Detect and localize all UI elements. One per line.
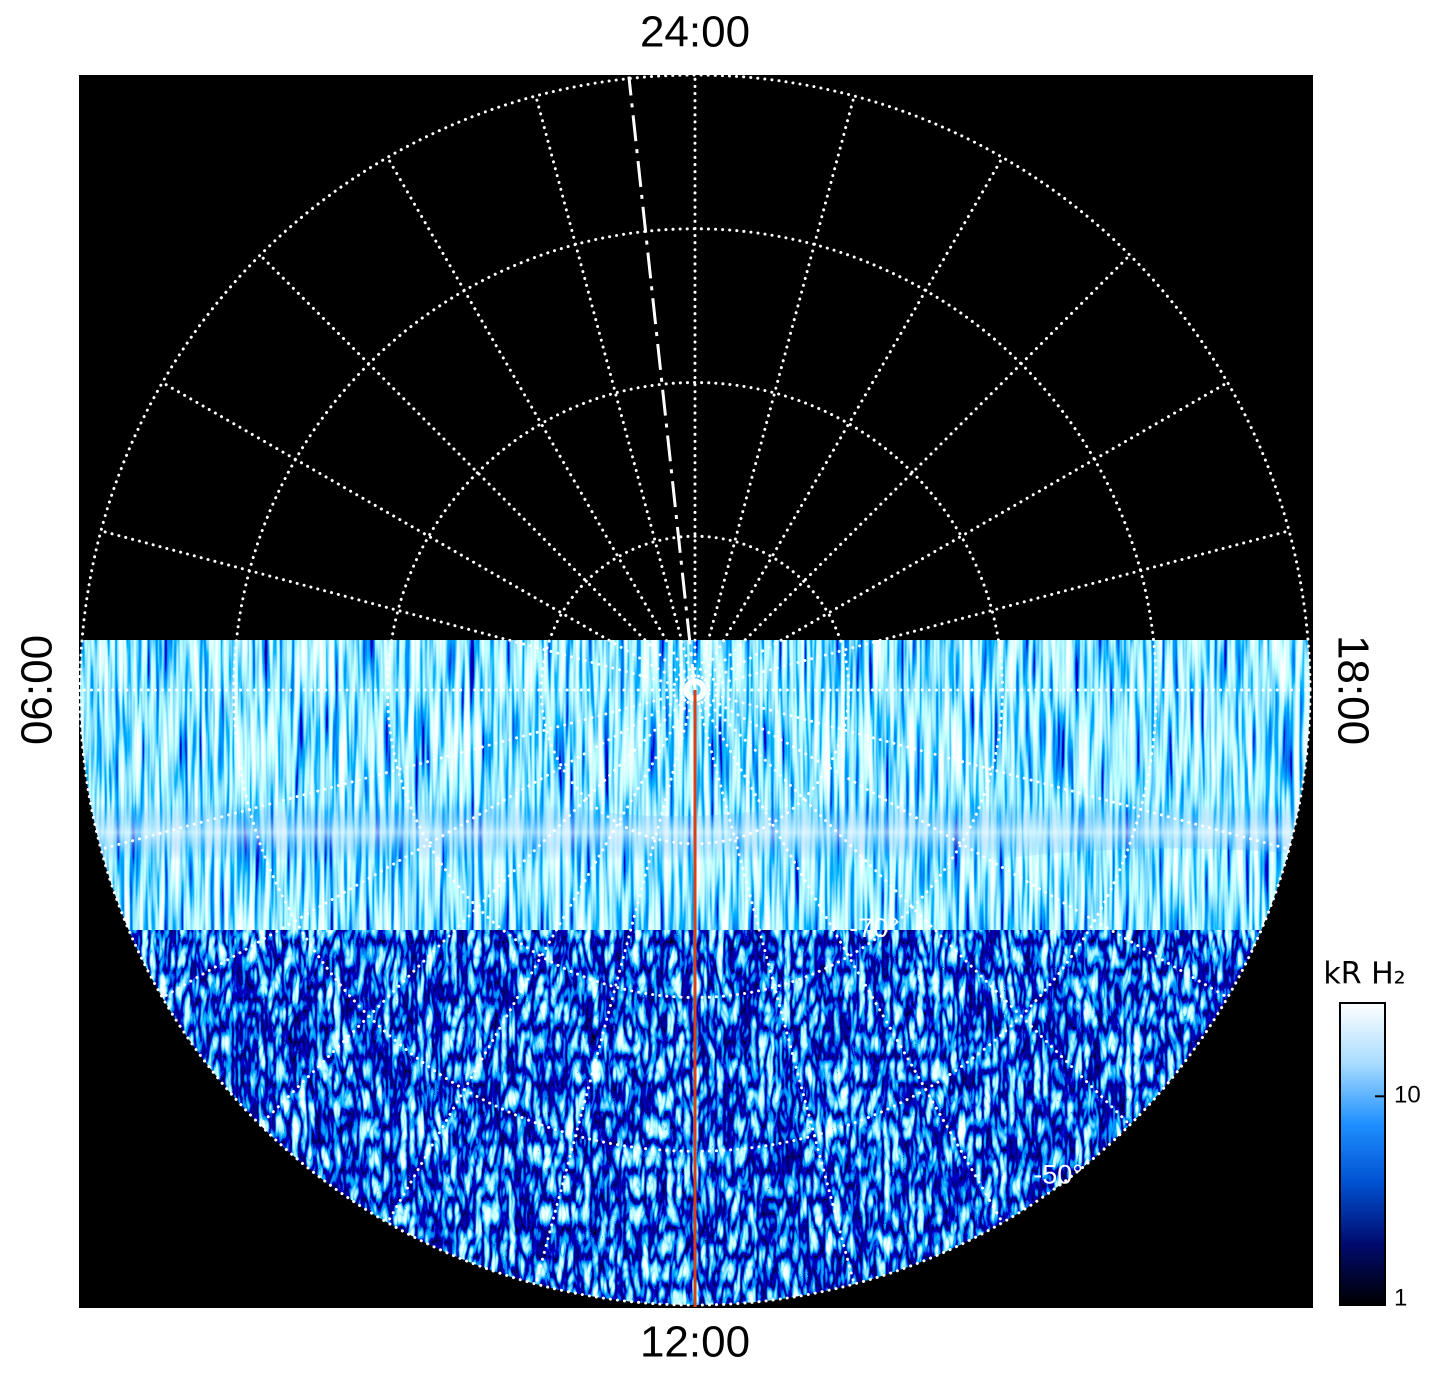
meridian-line (258, 253, 697, 692)
meridian-line (693, 688, 1132, 1127)
meridian-line (160, 688, 697, 999)
meridian-line (693, 253, 1132, 692)
colorbar-tick-label: 10 (1394, 1082, 1421, 1109)
meridian-line (693, 94, 856, 692)
hour-label: 24:00 (640, 8, 750, 57)
meridian-line (534, 94, 697, 692)
meridian-line (534, 688, 697, 1286)
meridian-line (99, 529, 697, 692)
latitude-label: -50° (1033, 1159, 1083, 1189)
latitude-label: -70° (849, 913, 899, 943)
meridian-line (160, 381, 697, 692)
meridian-line (693, 688, 1291, 851)
meridian-line (693, 381, 1230, 692)
colorbar (1339, 1002, 1386, 1306)
meridian-line (693, 155, 1004, 692)
colorbar-label: kR H₂ (1323, 957, 1405, 992)
meridian-line (386, 155, 697, 692)
meridian-marker (627, 76, 697, 691)
meridian-line (693, 688, 1004, 1225)
meridian-line (693, 688, 1230, 999)
hour-label: 12:00 (640, 1318, 750, 1367)
auroral-oval (80, 758, 1310, 907)
colorbar-tick-label: 1 (1394, 1284, 1407, 1311)
meridian-line (693, 529, 1291, 692)
meridian-line (693, 688, 856, 1286)
meridian-line (99, 688, 697, 851)
meridian-line (258, 688, 697, 1127)
hour-label: 18:00 (1328, 635, 1377, 745)
meridian-line (386, 688, 697, 1225)
hour-label: 06:00 (13, 635, 62, 745)
